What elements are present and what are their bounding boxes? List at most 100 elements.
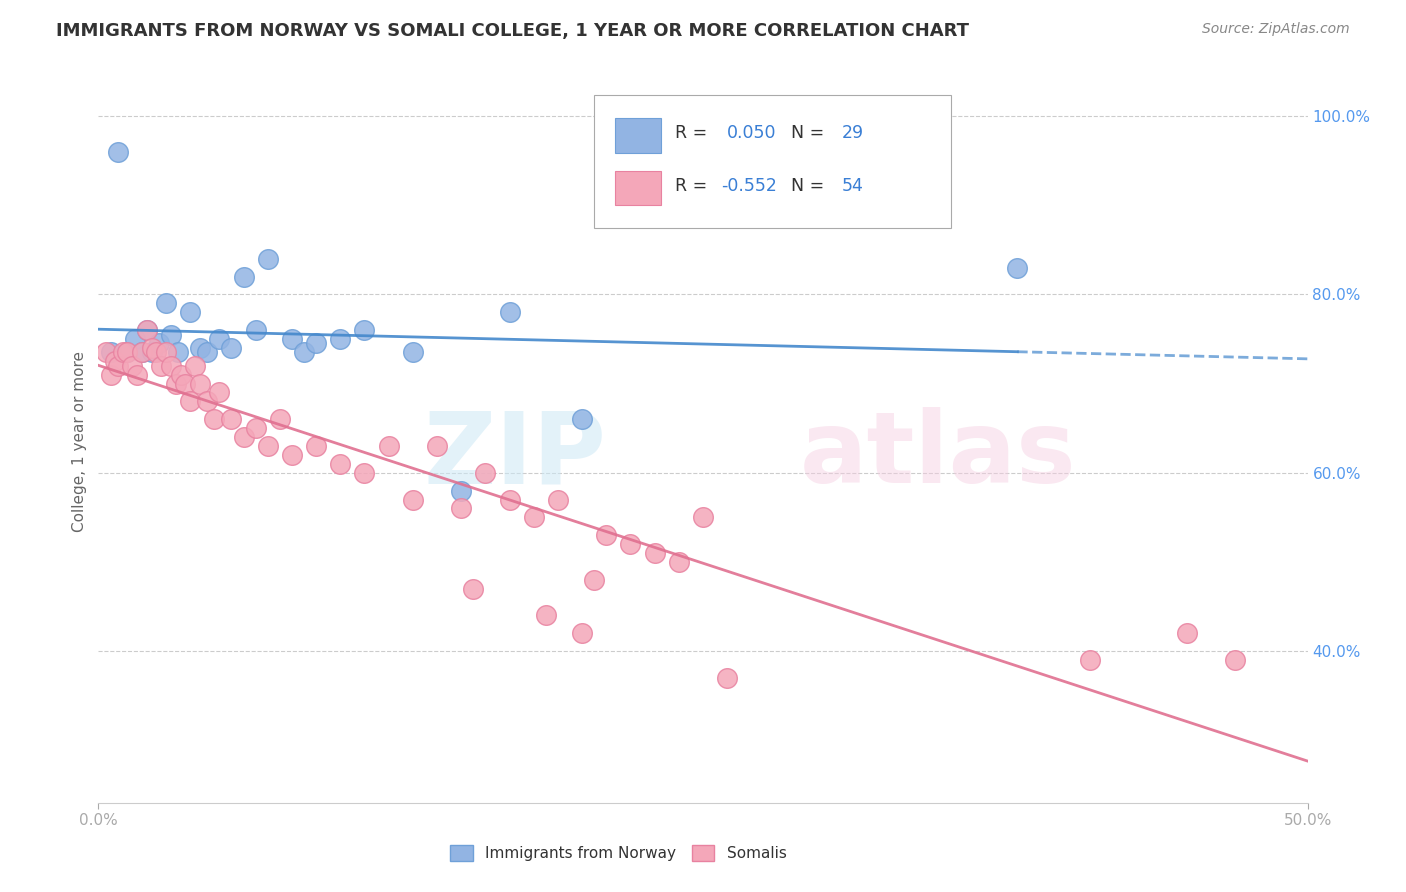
- Point: [377, 439, 399, 453]
- Point: [402, 345, 425, 359]
- Text: 0.050: 0.050: [727, 124, 776, 142]
- Point: [292, 345, 315, 359]
- Point: [174, 376, 197, 391]
- Text: R =: R =: [675, 124, 713, 142]
- Point: [155, 296, 177, 310]
- Point: [1078, 653, 1101, 667]
- Point: [256, 252, 278, 266]
- Point: [595, 528, 617, 542]
- Point: [117, 345, 139, 359]
- Point: [353, 466, 375, 480]
- Point: [141, 341, 163, 355]
- Point: [208, 332, 231, 346]
- Text: R =: R =: [675, 178, 713, 195]
- Point: [127, 368, 149, 382]
- Point: [141, 345, 163, 359]
- Point: [644, 546, 666, 560]
- Point: [179, 305, 201, 319]
- Point: [131, 345, 153, 359]
- Point: [583, 573, 606, 587]
- Point: [169, 368, 191, 382]
- Point: [402, 492, 425, 507]
- Point: [160, 327, 183, 342]
- Point: [256, 439, 278, 453]
- Point: [232, 430, 254, 444]
- Point: [474, 466, 496, 480]
- Point: [107, 145, 129, 159]
- Point: [1175, 626, 1198, 640]
- Text: 54: 54: [842, 178, 863, 195]
- Point: [94, 345, 117, 359]
- Text: ZIP: ZIP: [423, 408, 606, 505]
- Point: [179, 394, 201, 409]
- Point: [245, 421, 267, 435]
- Text: Source: ZipAtlas.com: Source: ZipAtlas.com: [1202, 22, 1350, 37]
- Point: [155, 345, 177, 359]
- Point: [668, 555, 690, 569]
- Point: [204, 412, 226, 426]
- Legend: Immigrants from Norway, Somalis: Immigrants from Norway, Somalis: [444, 838, 793, 867]
- Point: [281, 448, 304, 462]
- Point: [167, 345, 190, 359]
- Point: [145, 345, 167, 359]
- Point: [1007, 260, 1029, 275]
- Point: [121, 359, 143, 373]
- Text: N =: N =: [792, 124, 830, 142]
- Point: [184, 359, 207, 373]
- Point: [463, 582, 485, 596]
- Point: [148, 336, 170, 351]
- Point: [305, 336, 328, 351]
- Point: [131, 345, 153, 359]
- Y-axis label: College, 1 year or more: College, 1 year or more: [72, 351, 87, 532]
- Point: [104, 354, 127, 368]
- Point: [269, 412, 291, 426]
- Point: [692, 510, 714, 524]
- Point: [305, 439, 328, 453]
- Point: [426, 439, 449, 453]
- Point: [571, 626, 593, 640]
- Text: atlas: atlas: [800, 408, 1077, 505]
- Point: [281, 332, 304, 346]
- Point: [135, 323, 157, 337]
- Bar: [614, 118, 661, 153]
- Point: [150, 359, 173, 373]
- Text: -0.552: -0.552: [721, 178, 778, 195]
- Point: [571, 412, 593, 426]
- Point: [498, 305, 520, 319]
- Point: [117, 345, 139, 359]
- Text: 29: 29: [842, 124, 865, 142]
- Point: [100, 368, 122, 382]
- Point: [124, 332, 146, 346]
- Point: [450, 501, 472, 516]
- Point: [111, 345, 134, 359]
- Point: [195, 394, 218, 409]
- Point: [329, 332, 352, 346]
- Point: [165, 376, 187, 391]
- Point: [547, 492, 569, 507]
- Point: [716, 671, 738, 685]
- FancyBboxPatch shape: [595, 95, 950, 228]
- Point: [107, 359, 129, 373]
- Point: [534, 608, 557, 623]
- Point: [450, 483, 472, 498]
- Point: [329, 457, 352, 471]
- Bar: [614, 170, 661, 205]
- Point: [160, 359, 183, 373]
- Point: [188, 376, 211, 391]
- Text: IMMIGRANTS FROM NORWAY VS SOMALI COLLEGE, 1 YEAR OR MORE CORRELATION CHART: IMMIGRANTS FROM NORWAY VS SOMALI COLLEGE…: [56, 22, 969, 40]
- Point: [1223, 653, 1246, 667]
- Point: [221, 341, 243, 355]
- Point: [188, 341, 211, 355]
- Point: [353, 323, 375, 337]
- Point: [245, 323, 267, 337]
- Point: [221, 412, 243, 426]
- Point: [195, 345, 218, 359]
- Point: [100, 345, 122, 359]
- Point: [208, 385, 231, 400]
- Point: [232, 269, 254, 284]
- Point: [135, 323, 157, 337]
- Point: [523, 510, 546, 524]
- Point: [498, 492, 520, 507]
- Point: [619, 537, 641, 551]
- Text: N =: N =: [792, 178, 830, 195]
